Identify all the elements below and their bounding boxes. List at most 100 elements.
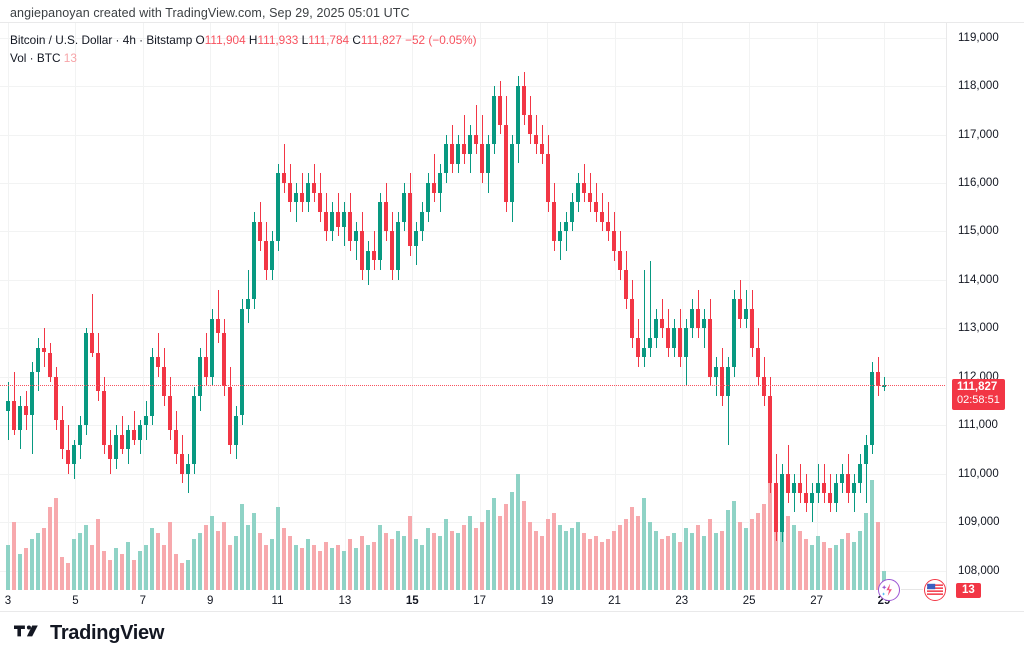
volume-bar: [821, 542, 827, 590]
volume-bar: [569, 527, 575, 590]
candle-body: [491, 95, 497, 145]
volume-bar: [263, 545, 269, 590]
candle-wick: [727, 357, 729, 445]
candle-body: [713, 367, 719, 377]
candle-body: [269, 241, 275, 271]
volume-bar: [575, 521, 581, 590]
volume-bar: [641, 497, 647, 590]
candle-wick: [811, 483, 813, 523]
candle-body: [47, 352, 53, 377]
candle-body: [41, 347, 47, 353]
gridline-vertical: [681, 23, 683, 590]
volume-bar: [323, 542, 329, 590]
volume-bar: [767, 462, 773, 590]
candle-body: [191, 396, 197, 464]
candle-body: [707, 318, 713, 377]
candle-wick: [295, 182, 297, 222]
time-axis-tick: 13: [338, 595, 352, 607]
time-axis-tick: 3: [4, 595, 12, 607]
chart-plot-area[interactable]: [0, 23, 947, 590]
volume-bar: [125, 542, 131, 590]
volume-bar: [29, 539, 35, 590]
current-price-tag[interactable]: 111,827 02:58:51: [952, 379, 1005, 411]
candle-body: [587, 192, 593, 203]
volume-bar: [587, 539, 593, 590]
candle-body: [125, 430, 131, 450]
candle-wick: [793, 473, 795, 513]
tradingview-footer-logo[interactable]: TradingView: [14, 622, 164, 645]
candle-wick: [463, 115, 465, 164]
candle-body: [419, 212, 425, 232]
volume-value-badge[interactable]: 13: [956, 583, 981, 598]
volume-bar: [845, 533, 851, 590]
candle-body: [485, 144, 491, 174]
price-axis[interactable]: 119,000 118,000 117,000 116,000 115,000 114,0…: [948, 23, 1024, 598]
us-flag-icon[interactable]: [924, 579, 946, 601]
bar-countdown: 02:58:51: [957, 394, 1000, 407]
time-axis-tick: 27: [810, 595, 823, 607]
time-axis[interactable]: 3 5 7 9 11 13 15 17 19 21 23 25 27 29: [0, 591, 947, 613]
candle-body: [221, 333, 227, 387]
candle-body: [35, 347, 41, 372]
candle-body: [371, 250, 377, 261]
volume-bar: [437, 536, 443, 590]
candle-body: [53, 376, 59, 421]
legend-volume-row[interactable]: Vol · BTC 13: [10, 50, 477, 66]
candle-body: [413, 231, 419, 246]
candle-body: [725, 367, 731, 397]
volume-bar: [131, 560, 137, 590]
volume-bar: [809, 545, 815, 590]
candle-body: [167, 396, 173, 431]
legend-close-label: C: [352, 33, 361, 47]
volume-bar: [449, 530, 455, 590]
candle-body: [665, 328, 671, 348]
volume-bar: [737, 521, 743, 590]
candle-body: [71, 444, 77, 464]
gridline-vertical: [142, 23, 144, 590]
volume-bar: [317, 551, 323, 590]
legend-low-value: 111,784: [308, 33, 350, 47]
candle-body: [467, 134, 473, 154]
legend-symbol-row[interactable]: Bitcoin / U.S. Dollar · 4h · Bitstamp O1…: [10, 32, 477, 48]
time-axis-tick: 5: [72, 595, 79, 607]
candle-body: [239, 308, 245, 416]
candle-body: [533, 134, 539, 145]
time-axis-tick: 15: [405, 595, 419, 607]
candle-body: [77, 425, 83, 445]
volume-bar: [815, 536, 821, 590]
volume-bar: [287, 536, 293, 590]
gridline-vertical: [749, 23, 751, 590]
candle-wick: [91, 294, 93, 358]
candle-wick: [133, 410, 135, 445]
candle-body: [443, 144, 449, 174]
volume-bar: [119, 554, 125, 590]
volume-bar: [671, 533, 677, 590]
candle-body: [539, 144, 545, 154]
candle-body: [809, 493, 815, 503]
chart-frame: Bitcoin / U.S. Dollar · 4h · Bitstamp O1…: [0, 22, 1024, 612]
volume-bar: [869, 479, 875, 590]
volume-bar: [395, 530, 401, 590]
candle-body: [833, 483, 839, 503]
volume-bar: [173, 554, 179, 590]
volume-bar: [209, 515, 215, 590]
candle-wick: [373, 231, 375, 271]
volume-bar: [365, 545, 371, 590]
candle-body: [323, 212, 329, 232]
price-axis-tick: 111,000: [958, 419, 998, 432]
volume-bar: [833, 545, 839, 590]
volume-bar: [725, 509, 731, 590]
badge-connector: [901, 589, 923, 590]
candle-body: [401, 192, 407, 222]
volume-bar: [461, 524, 467, 590]
sparkle-lightning-icon[interactable]: [878, 579, 900, 601]
candle-body: [149, 357, 155, 416]
candle-body: [581, 182, 587, 193]
candle-body: [611, 231, 617, 251]
volume-bar: [101, 551, 107, 590]
candle-body: [113, 434, 119, 460]
candle-body: [389, 231, 395, 271]
candle-body: [779, 473, 785, 532]
volume-bar: [581, 533, 587, 590]
